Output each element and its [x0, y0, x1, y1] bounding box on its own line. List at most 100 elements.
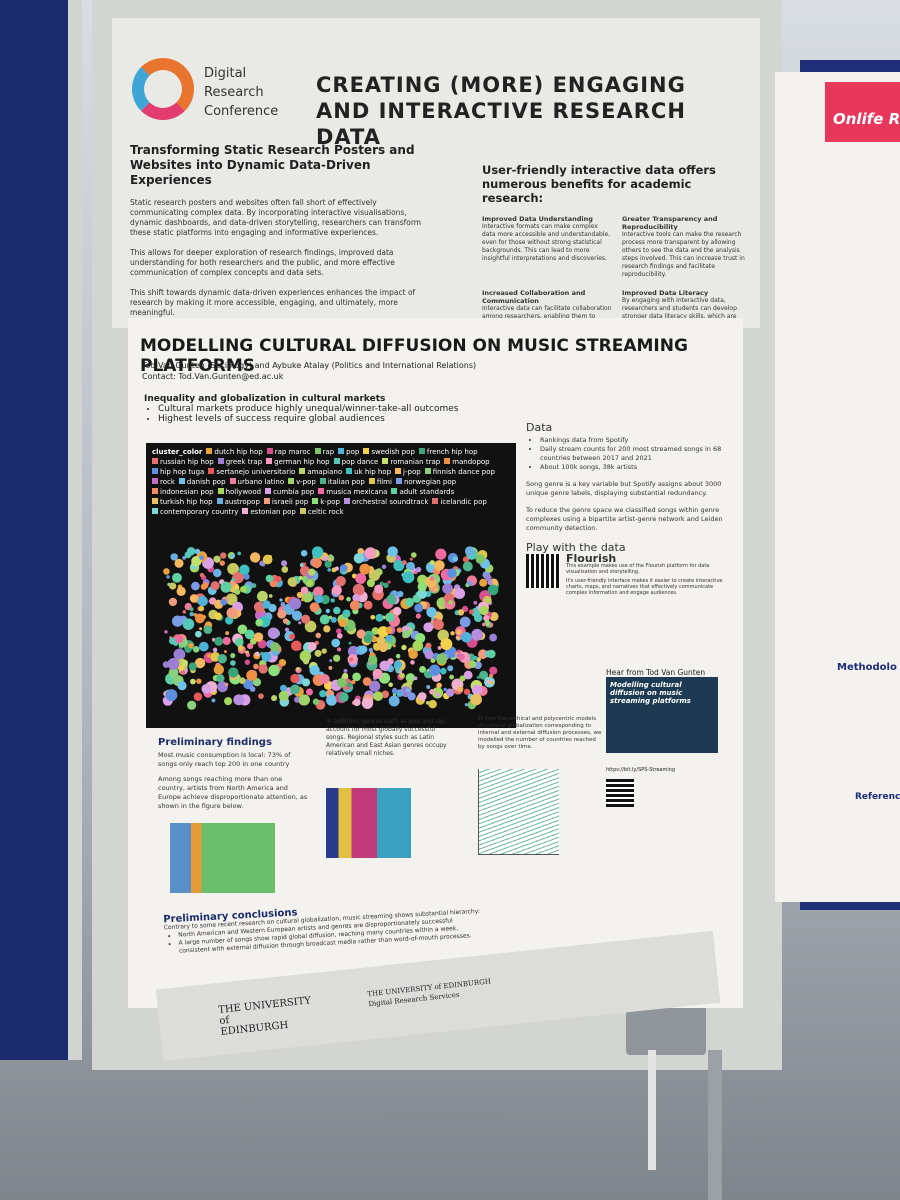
node — [252, 678, 262, 687]
legend-swatch — [444, 458, 451, 464]
node — [213, 555, 221, 563]
node — [216, 674, 225, 683]
node — [343, 668, 348, 673]
node — [351, 679, 356, 685]
node — [199, 555, 204, 561]
node — [314, 594, 324, 604]
node — [168, 667, 179, 678]
node — [426, 685, 431, 690]
node — [405, 561, 416, 571]
node — [171, 615, 184, 627]
neighbour-heading: References — [855, 792, 900, 802]
findings-2: In addition, genres such as pop and rap … — [326, 718, 456, 858]
node — [429, 560, 435, 566]
legend-item: v-pop — [288, 478, 316, 486]
node — [457, 686, 463, 693]
legend-label: filmi — [376, 478, 392, 486]
node — [402, 571, 415, 584]
node — [214, 636, 224, 646]
heading: Inequality and globalization in cultural… — [144, 394, 386, 404]
node — [471, 628, 484, 641]
node — [346, 596, 351, 602]
node — [244, 659, 251, 665]
node — [362, 677, 372, 686]
node — [388, 695, 400, 707]
node — [222, 636, 231, 646]
cable — [648, 1050, 656, 1170]
legend-label: hip hop tuga — [160, 468, 205, 476]
legend-swatch — [363, 448, 370, 454]
legend-swatch — [346, 468, 353, 474]
legend-label: rap — [322, 448, 335, 456]
legend-item: celtic rock — [299, 508, 344, 516]
node — [428, 664, 441, 676]
node — [265, 574, 274, 583]
node — [490, 680, 494, 685]
node — [309, 665, 320, 676]
node — [353, 698, 361, 707]
network-figure: cluster_color dutch hip hop rap maroc rap po… — [146, 443, 516, 728]
legend-item: romanian trap — [382, 458, 440, 466]
node — [237, 624, 248, 635]
legend-label: adult standards — [399, 488, 455, 496]
legend-swatch — [208, 468, 215, 474]
node — [387, 546, 398, 557]
node — [200, 583, 207, 590]
node — [180, 670, 186, 675]
legend-swatch — [288, 478, 295, 484]
legend-item: rock — [152, 478, 175, 486]
node — [224, 682, 229, 687]
node — [247, 643, 254, 650]
link[interactable]: https://bit.ly/SPS-Streaming — [606, 767, 676, 773]
node — [328, 615, 333, 620]
node — [459, 616, 471, 628]
main-poster: MODELLING CULTURAL DIFFUSION ON MUSIC ST… — [128, 318, 743, 1008]
legend-label: k-pop — [320, 498, 340, 506]
node — [311, 557, 322, 569]
node — [349, 600, 361, 611]
legend-swatch — [266, 458, 273, 464]
node — [445, 688, 455, 697]
legend-swatch — [333, 458, 340, 464]
legend-label: austropop — [224, 498, 260, 506]
node — [268, 664, 280, 677]
node — [415, 613, 422, 619]
video-thumbnail[interactable]: Modelling cultural diffusion on music st… — [606, 677, 718, 753]
node — [345, 613, 349, 617]
conference-line: Digital — [204, 66, 247, 81]
node — [270, 642, 280, 652]
node — [434, 587, 438, 591]
node — [181, 659, 188, 667]
benefit-title: Increased Collaboration and Communicatio… — [482, 289, 586, 305]
legend-label: rap maroc — [274, 448, 311, 456]
legend-item: pop dance — [333, 458, 378, 466]
node — [299, 650, 312, 662]
benefits: User-friendly interactive data offers nu… — [482, 163, 752, 345]
node — [391, 688, 398, 694]
node — [188, 662, 197, 671]
node — [249, 552, 261, 563]
legend-item: french hip hop — [418, 448, 478, 456]
legend-swatch — [263, 498, 270, 504]
node — [338, 692, 349, 703]
legend-item: uk hip hop — [346, 468, 391, 476]
node — [220, 598, 228, 606]
node — [333, 654, 341, 662]
node — [249, 686, 256, 692]
legend-item: italian pop — [319, 478, 365, 486]
legend-swatch — [368, 478, 375, 484]
heading: Play with the data — [526, 541, 626, 554]
node — [325, 694, 337, 706]
conference-line: Conference — [204, 104, 279, 119]
node — [211, 698, 216, 703]
legend-swatch — [319, 478, 326, 484]
node — [356, 629, 366, 639]
node — [388, 682, 393, 688]
legend-item: indonesian pop — [152, 488, 214, 496]
node — [320, 594, 330, 605]
legend-swatch — [338, 448, 345, 454]
node — [170, 553, 178, 561]
node — [246, 669, 258, 681]
legend-label: contemporary country — [160, 508, 239, 516]
node — [290, 673, 300, 684]
